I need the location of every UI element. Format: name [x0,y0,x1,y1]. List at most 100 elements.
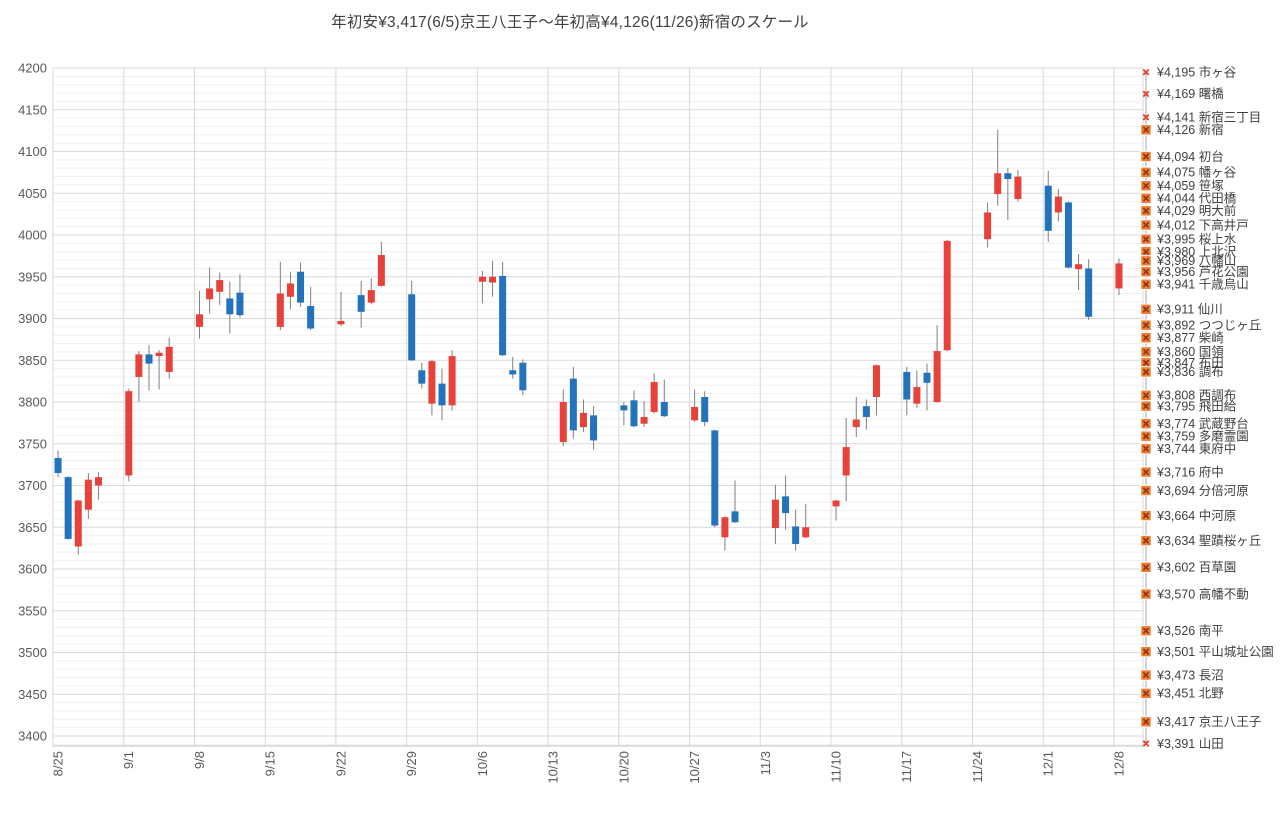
candle-body [862,406,870,418]
station-label: ¥3,995 桜上水 [1156,232,1237,246]
candle [559,389,567,447]
box-x-marker-icon [1140,509,1152,522]
x-tick-label: 9/29 [404,751,419,776]
box-x-marker-icon [1140,466,1152,478]
candle [297,262,305,307]
box-x-marker-icon [1140,716,1152,728]
candle [984,202,992,248]
x-tick-label: 11/3 [758,751,773,775]
box-x-marker-icon [1140,278,1152,290]
box-x-marker-icon [1140,669,1152,681]
candle-body [64,477,72,539]
x-tick-label: 11/24 [970,751,985,783]
candles [54,129,1123,555]
x-tick-label: 9/1 [121,751,136,769]
candle [489,260,497,297]
candle [1115,258,1123,296]
candle-body [367,290,375,303]
station-label: ¥3,526 南平 [1156,623,1224,638]
candle [216,272,224,306]
station-label: ¥4,012 下高井戸 [1156,217,1249,232]
candle-body [792,526,800,544]
y-tick-label: 3900 [18,311,47,326]
station-label: ¥3,980 上北沢 [1156,245,1237,259]
box-x-marker-icon [1140,150,1152,163]
y-tick-label: 3700 [18,478,47,493]
station-label: ¥3,956 芦花公園 [1156,264,1249,279]
candle-body [650,381,658,413]
station-label: ¥3,774 武蔵野台 [1156,416,1249,431]
station-label: ¥3,417 京王八王子 [1156,715,1261,729]
candle [74,499,82,555]
candle [276,261,284,331]
candle-body [731,511,739,523]
candle [206,267,214,314]
candle [408,280,416,362]
candle-body [408,294,416,361]
box-x-marker-icon [1140,346,1152,358]
y-tick-label: 4200 [18,61,47,76]
candle-body [236,292,244,316]
candle [630,390,638,428]
box-x-marker-icon [1140,389,1152,402]
candle [620,402,628,426]
y-tick-label: 4050 [18,186,47,201]
candle-body [418,370,426,384]
box-x-marker-icon [1140,625,1152,637]
station-label: ¥3,969 八幡山 [1156,253,1236,268]
candle [448,350,456,411]
candle-body [984,212,992,240]
candle [933,325,941,403]
candle [499,261,507,357]
candle [509,356,517,379]
candle [418,362,426,389]
candle [701,391,709,427]
candle [1075,254,1083,291]
candle [640,401,648,428]
candle-body [994,173,1002,195]
box-x-marker-icon [1140,418,1152,430]
candle-body [943,240,951,351]
x-tick-label: 10/13 [546,751,561,784]
candle [236,274,244,318]
candle [84,472,92,519]
station-label: ¥3,759 多磨霊園 [1156,430,1249,444]
candle [731,480,739,524]
x-tick-label: 10/20 [616,751,631,784]
candle [357,280,365,328]
y-tick-label: 3950 [18,269,47,284]
candle-body [84,479,92,510]
x-tick-label: 12/8 [1111,751,1126,776]
candle [721,516,729,551]
y-tick-label: 3650 [18,520,47,535]
candle-body [337,321,345,325]
station-label: ¥4,141 新宿三丁目 [1156,110,1261,125]
box-x-marker-icon [1140,303,1152,316]
x-tick-label: 9/8 [192,751,207,769]
candle-body [297,271,305,303]
candle-body [923,372,931,383]
station-label: ¥3,941 千歳烏山 [1156,277,1249,292]
candle [711,429,719,528]
station-label: ¥3,716 府中 [1156,464,1224,479]
station-label: ¥3,634 聖蹟桜ヶ丘 [1156,534,1261,548]
y-tick-label: 3400 [18,729,47,744]
candle [569,366,577,439]
x-tick-label: 10/27 [687,751,702,784]
candle-body [721,517,729,538]
y-tick-label: 3600 [18,562,47,577]
box-x-marker-icon [1140,400,1152,412]
box-x-marker-icon [1140,205,1152,217]
candle-body [660,402,668,417]
x-tick-label: 10/6 [475,751,490,776]
candle [377,241,385,287]
candle [1004,168,1012,220]
candle [226,281,234,334]
station-label: ¥3,808 西調布 [1156,389,1236,403]
candle [155,350,163,390]
candle-body [559,402,567,443]
candle [832,499,840,521]
candle-body [145,354,153,364]
candle-body [852,419,860,428]
station-label: ¥4,094 初台 [1156,149,1224,164]
